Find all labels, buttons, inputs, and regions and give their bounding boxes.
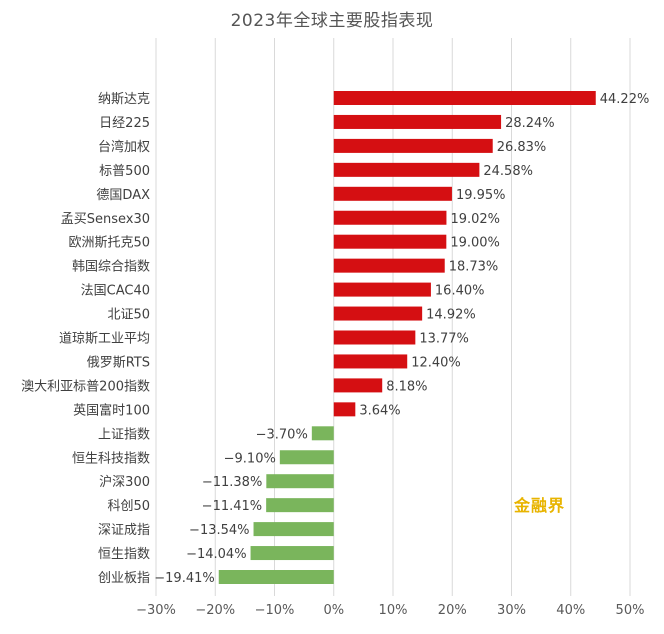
bar [333,186,452,201]
x-tick-label: 20% [438,603,467,618]
data-label: −14.04% [186,547,246,562]
watermark-logo: 金融界 [514,496,566,515]
bar [333,402,356,417]
data-label: 8.18% [386,379,427,394]
bar [333,234,447,249]
data-label: 16.40% [435,284,485,299]
x-tick-label: −30% [136,603,176,618]
category-label: 创业板指 [98,571,150,586]
bar [333,282,431,297]
chart-title: 2023年全球主要股指表现 [230,11,434,31]
category-label: 标普500 [99,164,150,179]
bar [218,570,334,584]
bar [333,354,408,369]
data-label: −9.10% [224,451,276,466]
x-tick-label: −20% [195,603,235,618]
category-label: 北证50 [107,308,150,323]
bar [333,114,502,129]
data-label: 14.92% [426,308,476,323]
data-label: 26.83% [497,140,547,155]
bar [333,258,445,273]
bar [333,378,383,393]
bar [333,162,480,177]
data-label: −13.54% [189,523,249,538]
category-label: 台湾加权 [98,139,150,155]
category-label: 俄罗斯RTS [87,355,150,370]
category-label: 日经225 [99,116,150,131]
category-label: 恒生指数 [98,547,150,562]
data-label: −3.70% [256,427,308,442]
bar [333,138,493,153]
data-label: −19.41% [154,571,214,586]
x-tick-label: 50% [616,603,645,618]
bar [250,546,334,561]
data-label: 19.95% [456,188,506,203]
category-label: 道琼斯工业平均 [59,332,150,347]
bar [333,210,447,225]
x-tick-label: −10% [255,603,295,618]
category-label: 恒生科技指数 [72,451,150,466]
bar [266,474,334,489]
bar [266,498,334,513]
category-label: 沪深300 [99,474,150,490]
data-label: 44.22% [600,92,650,107]
x-tick-label: 40% [556,603,585,618]
data-label: 19.00% [450,236,500,251]
x-tick-label: 0% [323,603,344,618]
data-label: 3.64% [359,403,400,418]
category-label: 韩国综合指数 [72,260,150,275]
category-label: 孟买Sensex30 [61,212,150,227]
bar [311,426,334,441]
data-label: 28.24% [505,116,555,131]
category-label: 法国CAC40 [81,284,150,299]
category-label: 纳斯达克 [98,92,150,107]
category-label: 德国DAX [96,188,150,203]
category-label: 科创50 [107,499,150,514]
x-tick-label: 30% [497,603,526,618]
x-tick-label: 10% [379,603,408,618]
data-label: −11.41% [202,499,262,514]
data-label: 12.40% [411,355,461,370]
bar [253,522,334,537]
data-label: 13.77% [419,332,469,347]
data-label: 19.02% [450,212,500,227]
bar [333,91,596,105]
category-label: 欧洲斯托克50 [68,236,150,251]
category-label: 英国富时100 [73,402,150,418]
category-label: 澳大利亚标普200指数 [21,378,150,394]
category-label: 上证指数 [98,427,150,442]
data-label: 18.73% [449,260,499,275]
category-label: 深证成指 [98,523,150,538]
bar [333,330,416,345]
data-label: −11.38% [202,475,262,490]
data-label: 24.58% [483,164,533,179]
bar [279,450,334,465]
bar [333,306,423,321]
